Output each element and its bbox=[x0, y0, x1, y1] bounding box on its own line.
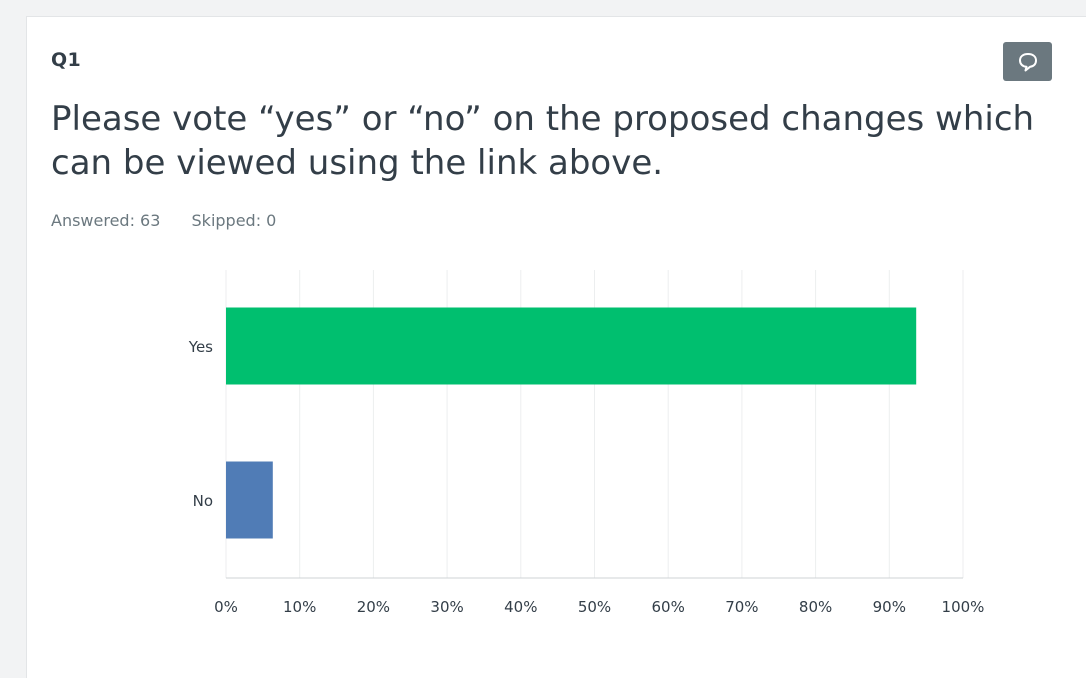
x-tick-label: 40% bbox=[504, 598, 537, 616]
x-tick-label: 70% bbox=[725, 598, 758, 616]
x-tick-label: 50% bbox=[578, 598, 611, 616]
x-tick-label: 90% bbox=[873, 598, 906, 616]
x-tick-label: 80% bbox=[799, 598, 832, 616]
question-number: Q1 bbox=[51, 49, 81, 71]
x-tick-label: 100% bbox=[942, 598, 985, 616]
skipped-count: Skipped: 0 bbox=[191, 211, 277, 230]
x-tick-label: 30% bbox=[430, 598, 463, 616]
category-label-yes: Yes bbox=[188, 338, 213, 356]
bar-no[interactable] bbox=[226, 461, 273, 539]
question-text: Please vote “yes” or “no” on the propose… bbox=[51, 99, 1035, 183]
x-tick-labels: 0% 10% 20% 30% 40% 50% 60% 70% 80% 90% 100% bbox=[214, 598, 984, 616]
speech-bubble-icon bbox=[1018, 52, 1037, 71]
category-labels: Yes No bbox=[188, 338, 213, 510]
answered-count: Answered: 63 bbox=[51, 211, 161, 230]
x-tick-label: 60% bbox=[652, 598, 685, 616]
response-stats: Answered: 63 Skipped: 0 bbox=[51, 211, 302, 230]
x-tick-label: 20% bbox=[357, 598, 390, 616]
chart-bars bbox=[226, 307, 917, 539]
category-label-no: No bbox=[193, 492, 213, 510]
x-tick-label: 0% bbox=[214, 598, 238, 616]
comment-button[interactable] bbox=[1003, 42, 1052, 81]
x-tick-label: 10% bbox=[283, 598, 316, 616]
bar-yes[interactable] bbox=[226, 307, 917, 385]
